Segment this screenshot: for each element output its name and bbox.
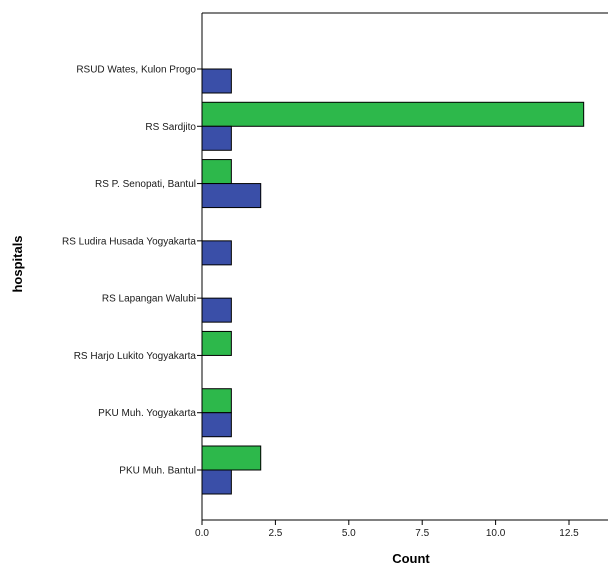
y-tick-label: RS Harjo Lukito Yogyakarta [74,351,197,362]
y-axis-title: hospitals [10,235,25,292]
bar-green [201,445,262,471]
bar-blue [201,412,232,438]
x-tick-label: 12.5 [559,528,579,539]
y-tick-label: PKU Muh. Yogyakarta [98,408,196,419]
y-axis-ticks: RSUD Wates, Kulon Progo RS Sardjito RS P. … [62,65,202,477]
bar-green [201,330,232,356]
y-tick-label: RS Sardjito [145,122,196,133]
x-tick-label: 10.0 [486,528,506,539]
y-tick-label: RSUD Wates, Kulon Progo [76,65,196,76]
bar-blue [201,240,232,266]
bar-blue [201,297,232,323]
y-tick-label: RS Lapangan Walubi [102,294,196,305]
bar-blue [201,125,232,151]
bar-green [201,101,585,127]
bar-blue [201,68,232,94]
y-tick-label: RS P. Senopati, Bantul [95,179,196,190]
x-tick-label: 2.5 [268,528,282,539]
x-tick-label: 7.5 [415,528,429,539]
x-tick-label: 0.0 [195,528,209,539]
bar-blue [201,183,262,209]
y-tick-label: PKU Muh. Bantul [119,466,196,477]
y-tick-label: RS Ludira Husada Yogyakarta [62,236,196,247]
bar-green [201,159,232,185]
x-axis-ticks: 0.0 2.5 5.0 7.5 10.0 12.5 [195,520,579,539]
x-tick-label: 5.0 [342,528,356,539]
bar-blue [201,469,232,495]
plot-frame [201,12,608,521]
bar-green [201,388,232,414]
bar-group [201,68,585,495]
x-axis-title: Count [392,551,430,566]
